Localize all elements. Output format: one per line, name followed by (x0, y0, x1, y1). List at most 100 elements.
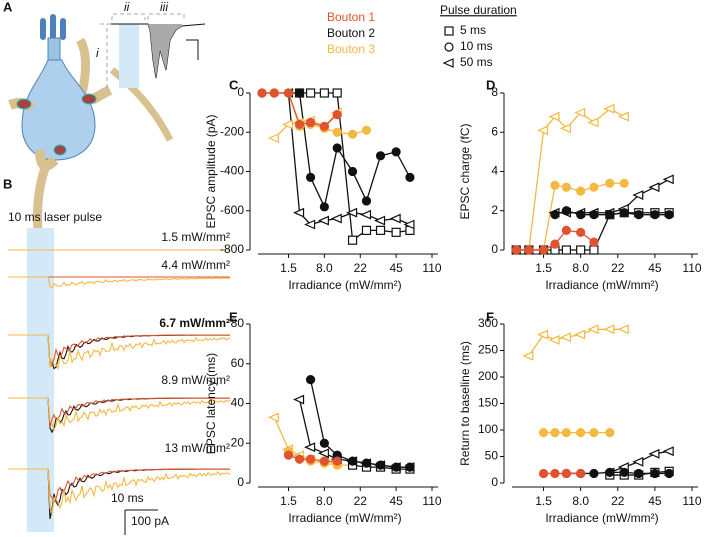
y-axis-label: Return to baseline (ms) (458, 341, 472, 466)
x-tick-label: 22 (611, 494, 625, 508)
marker (405, 172, 415, 182)
y-tick-label: 0 (237, 85, 244, 99)
y-tick-label: 40 (231, 396, 245, 410)
marker (559, 123, 571, 134)
marker (561, 182, 571, 192)
marker (619, 208, 629, 218)
marker (576, 227, 586, 237)
marker (574, 107, 586, 118)
legend-title: Pulse duration (440, 3, 517, 17)
marker (319, 438, 329, 448)
scale-bar (124, 509, 158, 535)
light-pulse (27, 228, 54, 532)
marker (587, 324, 599, 335)
diagram-label: i (96, 46, 99, 60)
marker (511, 245, 521, 255)
marker (305, 117, 316, 128)
marker (361, 225, 372, 235)
x-tick-label: 1.5 (280, 261, 297, 275)
legend-entry: 10 ms (460, 39, 493, 53)
panel-label: F (486, 309, 494, 324)
legend-entry: Bouton 2 (327, 26, 375, 40)
marker (332, 109, 342, 120)
marker (269, 88, 279, 98)
neck (47, 37, 61, 61)
marker (524, 245, 534, 255)
marker (619, 178, 629, 188)
marker (632, 456, 644, 467)
marker (319, 202, 329, 212)
marker (605, 178, 615, 188)
marker (257, 88, 267, 98)
x-tick-label: 110 (422, 261, 441, 275)
y-tick-label: -600 (220, 203, 244, 217)
marker (589, 245, 599, 255)
marker (561, 245, 571, 255)
marker (442, 58, 454, 68)
y-tick-label: 0 (237, 475, 244, 489)
y-tick-label: -800 (220, 242, 244, 256)
marker (538, 245, 549, 255)
marker (444, 26, 454, 36)
marker (561, 225, 571, 235)
chart: 0 50 100 150 200 250 300 1.5 8.0 22 45 110 Irradianc… (458, 316, 702, 525)
marker (648, 448, 660, 459)
marker (664, 468, 674, 479)
marker (293, 394, 305, 405)
panel-label: C (229, 77, 239, 92)
marker (522, 350, 534, 361)
marker (589, 210, 599, 220)
y-axis-label: EPSC latency (ms) (204, 353, 218, 454)
marker (550, 210, 560, 220)
marker (537, 125, 549, 136)
marker (361, 125, 372, 135)
marker (576, 186, 586, 196)
series-line (298, 399, 410, 468)
marker (391, 147, 401, 157)
marker (319, 121, 329, 131)
marker (589, 468, 599, 479)
marker (317, 448, 329, 459)
marker (389, 213, 401, 224)
marker (538, 428, 549, 438)
x-tick-label: 45 (648, 261, 662, 275)
bouton-diagram: i ii iii (8, 0, 206, 251)
y-axis-label: EPSC charge (fC) (458, 123, 472, 219)
marker (361, 458, 372, 468)
marker (561, 468, 571, 479)
marker (605, 210, 615, 220)
y-tick-label: 50 (485, 449, 499, 463)
marker (559, 332, 571, 343)
x-axis-label: Irradiance (mW/mm²) (288, 511, 401, 525)
x-tick-label: 45 (648, 494, 662, 508)
marker (548, 111, 560, 122)
x-tick-label: 22 (354, 494, 368, 508)
y-tick-label: -400 (220, 164, 244, 178)
y-tick-label: 100 (478, 422, 498, 436)
marker (375, 151, 386, 161)
x-tick-label: 1.5 (535, 494, 552, 508)
marker (267, 133, 279, 144)
x-axis-label: Irradiance (mW/mm²) (545, 511, 658, 525)
legend-entry: Bouton 3 (327, 42, 375, 56)
dendrite (60, 18, 66, 40)
y-tick-label: 2 (491, 203, 498, 217)
marker (332, 143, 342, 153)
bracket (111, 13, 185, 20)
bouton (81, 93, 97, 105)
irradiance-label: 13 mW/mm² (165, 441, 230, 455)
marker (319, 88, 329, 98)
marker (617, 111, 629, 122)
x-tick-label: 8.0 (316, 494, 333, 508)
y-tick-label: 6 (491, 124, 498, 138)
x-axis-label: Irradiance (mW/mm²) (288, 278, 401, 292)
dendrite (50, 14, 56, 40)
x-tick-label: 110 (422, 494, 441, 508)
marker (405, 462, 415, 472)
marker (650, 468, 660, 479)
marker (589, 428, 599, 438)
marker (374, 215, 386, 226)
trace (8, 397, 231, 432)
marker (293, 207, 305, 218)
marker (662, 174, 674, 185)
